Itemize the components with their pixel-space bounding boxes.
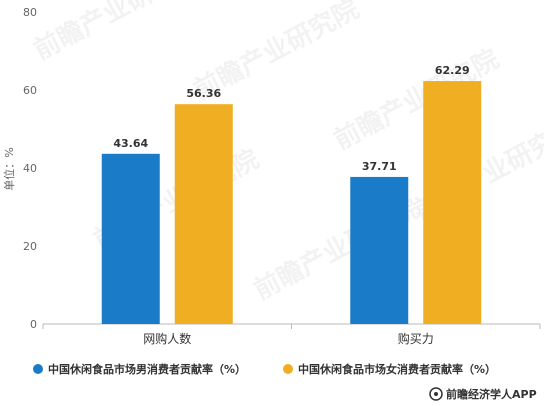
legend-label: 中国休闲食品市场男消费者贡献率（%） [48,362,246,376]
data-label: 56.36 [186,87,221,100]
source-logo-icon [429,387,443,401]
legend-label: 中国休闲食品市场女消费者贡献率（%） [298,362,496,376]
y-tick-label: 40 [23,162,37,175]
bars: 43.64 56.36 37.71 62.29 [101,64,482,324]
x-tick-label: 网购人数 [143,331,191,346]
bar [101,153,160,324]
y-tick-label: 80 [23,6,37,19]
y-axis: 0 20 40 60 80 [23,6,37,331]
bar [423,81,482,324]
source: 前瞻经济学人APP [429,387,537,401]
y-tick-label: 20 [23,240,37,253]
legend-marker [283,364,293,374]
source-text: 前瞻经济学人APP [446,387,537,401]
x-axis: 网购人数 购买力 [42,323,541,346]
source-logo-icon-dot [434,392,438,396]
data-label: 37.71 [362,160,397,173]
x-tick-label: 购买力 [398,331,434,346]
y-tick-label: 60 [23,84,37,97]
bar [350,176,409,324]
data-label: 43.64 [113,137,148,150]
y-axis-title: 单位：% [2,147,16,190]
watermark-text: 前瞻产业研究院 [29,0,204,66]
bar [174,104,233,324]
legend-marker [33,364,43,374]
y-tick-label: 0 [30,318,37,331]
legend: 中国休闲食品市场男消费者贡献率（%） 中国休闲食品市场女消费者贡献率（%） [33,362,496,376]
data-label: 62.29 [435,64,470,77]
